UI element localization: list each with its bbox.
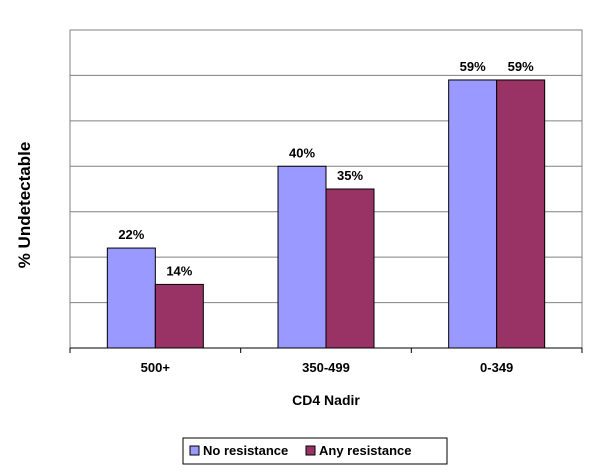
y-axis-title: % Undetectable <box>15 142 34 269</box>
legend-label-no-resistance: No resistance <box>203 443 288 458</box>
legend-swatch-any-resistance <box>305 445 316 456</box>
data-label: 35% <box>337 168 363 183</box>
legend: No resistance Any resistance <box>182 437 448 465</box>
data-labels: 22% 14% 40% 35% 59% 59% <box>118 59 534 278</box>
data-label: 59% <box>508 59 534 74</box>
data-label: 22% <box>118 227 144 242</box>
bar-any-resistance-1 <box>325 188 375 349</box>
legend-swatch-no-resistance <box>189 445 200 456</box>
data-label: 59% <box>460 59 486 74</box>
legend-label-any-resistance: Any resistance <box>319 443 412 458</box>
x-axis-title: CD4 Nadir <box>292 392 360 408</box>
bar-any-resistance-2 <box>496 79 546 349</box>
x-tick-label: 500+ <box>141 360 171 375</box>
x-tick-label: 350-499 <box>302 360 350 375</box>
bar-no-resistance-1 <box>277 165 327 349</box>
bar-no-resistance-2 <box>448 79 498 349</box>
bar-any-resistance-0 <box>154 283 204 349</box>
x-tick-label: 0-349 <box>480 360 513 375</box>
bars <box>106 79 546 349</box>
data-label: 14% <box>166 263 192 278</box>
x-axis-ticks: 500+ 350-499 0-349 <box>69 348 583 375</box>
data-label: 40% <box>289 145 315 160</box>
bar-no-resistance-0 <box>106 247 156 349</box>
